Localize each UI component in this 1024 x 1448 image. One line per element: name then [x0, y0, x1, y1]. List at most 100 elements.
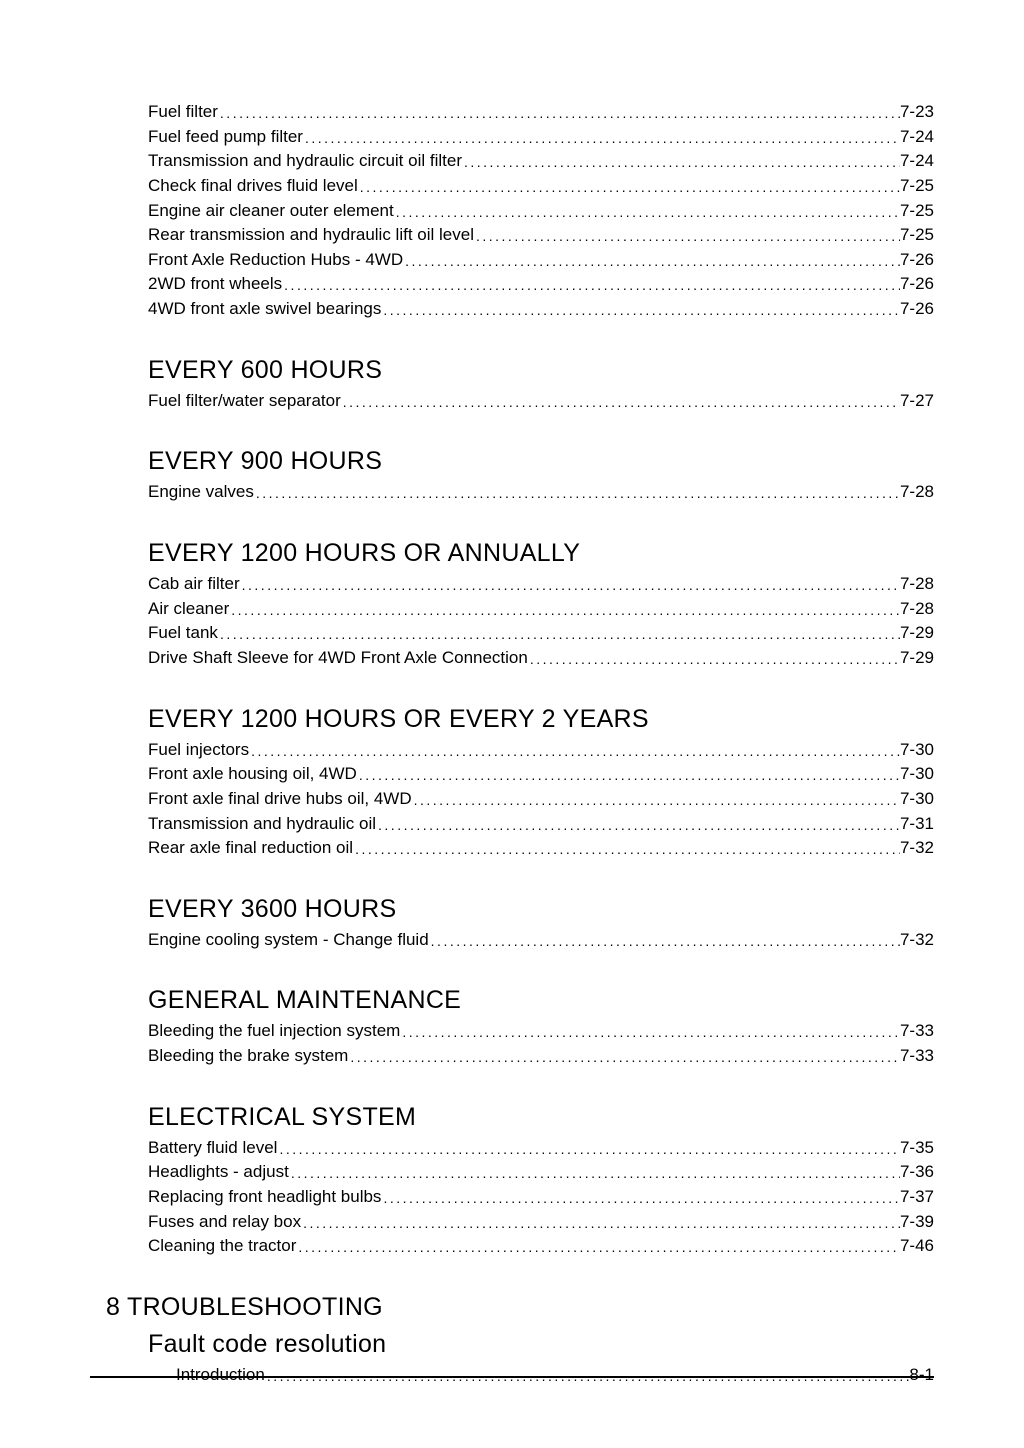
toc-entry: Engine valves 7-28	[148, 480, 934, 505]
toc-entry: Fuel feed pump filter 7-24	[148, 125, 934, 150]
entry-page: 7-24	[900, 149, 934, 174]
toc-entry: Bleeding the brake system 7-33	[148, 1044, 934, 1069]
entry-label: Headlights - adjust	[148, 1160, 289, 1185]
entry-page: 7-26	[900, 248, 934, 273]
entry-page: 7-33	[900, 1044, 934, 1069]
toc-section: EVERY 1200 HOURS OR ANNUALLY Cab air filt…	[148, 539, 934, 671]
leader-dots	[429, 931, 900, 951]
leader-dots	[296, 1237, 900, 1257]
toc-section: ELECTRICAL SYSTEM Battery fluid level 7-3…	[148, 1103, 934, 1259]
toc-entry: Fuel injectors 7-30	[148, 738, 934, 763]
entry-page: 7-32	[900, 928, 934, 953]
leader-dots	[381, 1188, 900, 1208]
toc-section: EVERY 3600 HOURS Engine cooling system - …	[148, 895, 934, 953]
entry-page: 7-37	[900, 1185, 934, 1210]
entry-page: 7-25	[900, 199, 934, 224]
toc-entry: Front axle housing oil, 4WD 7-30	[148, 762, 934, 787]
entry-label: Fuel tank	[148, 621, 218, 646]
entry-label: Fuses and relay box	[148, 1210, 301, 1235]
leader-dots	[240, 575, 900, 595]
toc-entry: Transmission and hydraulic oil 7-31	[148, 812, 934, 837]
entry-label: Rear transmission and hydraulic lift oil…	[148, 223, 474, 248]
section-title: GENERAL MAINTENANCE	[148, 986, 934, 1015]
toc-entry: Engine cooling system - Change fluid 7-3…	[148, 928, 934, 953]
leader-dots	[229, 600, 900, 620]
section-title: EVERY 3600 HOURS	[148, 895, 934, 924]
entry-page: 7-26	[900, 297, 934, 322]
chapter-block: 8 TROUBLESHOOTING Fault code resolution …	[148, 1293, 934, 1388]
leader-dots	[403, 251, 900, 271]
entry-label: Engine cooling system - Change fluid	[148, 928, 429, 953]
entry-label: Bleeding the brake system	[148, 1044, 348, 1069]
entry-page: 7-25	[900, 174, 934, 199]
entry-page: 7-28	[900, 572, 934, 597]
entry-label: Front axle final drive hubs oil, 4WD	[148, 787, 412, 812]
entry-page: 7-26	[900, 272, 934, 297]
entry-page: 7-23	[900, 100, 934, 125]
toc-entry: Fuel filter/water separator 7-27	[148, 389, 934, 414]
leader-dots	[474, 226, 900, 246]
subsection-title: Fault code resolution	[148, 1330, 934, 1359]
leader-dots	[376, 815, 900, 835]
toc-entry: Drive Shaft Sleeve for 4WD Front Axle Co…	[148, 646, 934, 671]
toc-entry: Fuses and relay box 7-39	[148, 1210, 934, 1235]
entry-page: 7-35	[900, 1136, 934, 1161]
toc-entry: Fuel filter 7-23	[148, 100, 934, 125]
entry-label: Transmission and hydraulic circuit oil f…	[148, 149, 462, 174]
entry-page: 7-39	[900, 1210, 934, 1235]
entry-page: 7-32	[900, 836, 934, 861]
entry-label: Front axle housing oil, 4WD	[148, 762, 357, 787]
leader-dots	[301, 1213, 900, 1233]
entry-page: 7-31	[900, 812, 934, 837]
entry-page: 7-30	[900, 762, 934, 787]
toc-entry: Engine air cleaner outer element 7-25	[148, 199, 934, 224]
toc-entry: Rear axle final reduction oil 7-32	[148, 836, 934, 861]
entry-label: Bleeding the fuel injection system	[148, 1019, 400, 1044]
entry-label: Fuel feed pump filter	[148, 125, 303, 150]
entry-label: Fuel filter/water separator	[148, 389, 341, 414]
entry-label: 2WD front wheels	[148, 272, 282, 297]
section-title: EVERY 600 HOURS	[148, 356, 934, 385]
toc-entry: Headlights - adjust 7-36	[148, 1160, 934, 1185]
leader-dots	[462, 152, 900, 172]
entry-page: 7-30	[900, 738, 934, 763]
leader-dots	[381, 300, 900, 320]
toc-entry: Bleeding the fuel injection system 7-33	[148, 1019, 934, 1044]
toc-entry: Front axle final drive hubs oil, 4WD 7-3…	[148, 787, 934, 812]
toc-entry: Battery fluid level 7-35	[148, 1136, 934, 1161]
entry-label: Cab air filter	[148, 572, 240, 597]
toc-entry: Transmission and hydraulic circuit oil f…	[148, 149, 934, 174]
entry-label: Check final drives fluid level	[148, 174, 358, 199]
entry-page: 7-33	[900, 1019, 934, 1044]
entry-label: Drive Shaft Sleeve for 4WD Front Axle Co…	[148, 646, 528, 671]
leader-dots	[282, 275, 900, 295]
leader-dots	[353, 839, 900, 859]
section-title: ELECTRICAL SYSTEM	[148, 1103, 934, 1132]
entry-page: 7-28	[900, 480, 934, 505]
leader-dots	[254, 483, 900, 503]
section-title: EVERY 1200 HOURS OR EVERY 2 YEARS	[148, 705, 934, 734]
leader-dots	[341, 392, 900, 412]
leader-dots	[348, 1047, 900, 1067]
toc-content: Fuel filter 7-23Fuel feed pump filter 7-…	[90, 100, 934, 1388]
entry-label: Replacing front headlight bulbs	[148, 1185, 381, 1210]
toc-entry: Cleaning the tractor 7-46	[148, 1234, 934, 1259]
entry-page: 7-29	[900, 646, 934, 671]
leader-dots	[394, 202, 900, 222]
toc-entry: 2WD front wheels 7-26	[148, 272, 934, 297]
toc-entry: Fuel tank 7-29	[148, 621, 934, 646]
entry-label: Fuel filter	[148, 100, 218, 125]
chapter-title: 8 TROUBLESHOOTING	[106, 1293, 934, 1322]
leader-dots	[218, 103, 900, 123]
leader-dots	[303, 128, 900, 148]
entry-label: Transmission and hydraulic oil	[148, 812, 376, 837]
toc-entry: Cab air filter 7-28	[148, 572, 934, 597]
section-title: EVERY 1200 HOURS OR ANNUALLY	[148, 539, 934, 568]
toc-entry: Check final drives fluid level 7-25	[148, 174, 934, 199]
footer-rule	[90, 1376, 934, 1378]
entry-label: Rear axle final reduction oil	[148, 836, 353, 861]
leader-dots	[357, 765, 900, 785]
entry-page: 7-24	[900, 125, 934, 150]
toc-section: EVERY 900 HOURSEngine valves 7-28	[148, 447, 934, 505]
toc-entry: Front Axle Reduction Hubs - 4WD 7-26	[148, 248, 934, 273]
